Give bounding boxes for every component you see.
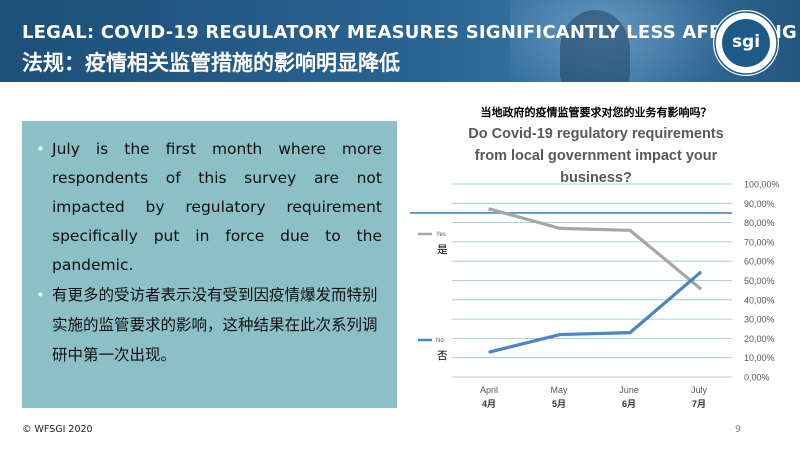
header-photo-figure [560,10,630,82]
y-tick-label: 60,00% [744,257,775,267]
chart-legend: Yes 是 No 否 [418,232,448,362]
x-tick-label-chinese: 7月 [692,399,706,409]
summary-panel: • July is the first month where more res… [22,121,397,408]
chart-title: Do Covid-19 regulatory requirements from … [468,126,723,186]
y-tick-label: 40,00% [744,295,775,305]
legend-label-chinese-yes: 是 [437,244,448,256]
regulatory-impact-chart: 当地政府的疫情监管要求对您的业务有影响吗？ Do Covid-19 regula… [410,105,780,409]
logo-badge: sgi [722,19,770,67]
header-photo-highlight [510,0,740,82]
x-tick-label-chinese: 5月 [552,399,566,409]
bullet-chinese: • 有更多的受访者表示没有受到因疫情爆发而特别实施的监管要求的影响，这种结果在此… [36,280,382,370]
y-tick-label: 50,00% [744,276,775,286]
legend-label-yes: Yes [436,232,446,238]
header-banner: LEGAL: COVID-19 REGULATORY MEASURES SIGN… [0,0,800,82]
y-tick-label: 70,00% [744,237,775,247]
data-point-yes [558,226,562,230]
chart-title-line: from local government impact your [475,148,718,164]
summary-bullets: • July is the first month where more res… [36,135,382,370]
data-point-no [698,271,702,275]
y-tick-label: 100,00% [744,180,780,190]
bullet-dot-icon: • [36,140,45,158]
legend-label-chinese-no: 否 [437,350,448,362]
x-tick-label-chinese: 4月 [482,399,496,409]
data-point-no [558,332,562,337]
chart-title-line: business? [560,170,632,186]
chart-title-chinese: 当地政府的疫情监管要求对您的业务有影响吗？ [481,105,712,119]
data-point-no [488,350,492,354]
data-point-no [628,331,632,335]
chart-gridlines [410,183,732,378]
legend-label-no: No [436,338,444,344]
x-tick-label: July [691,385,708,395]
x-tick-label: May [550,385,568,395]
x-tick-label: April [480,385,498,395]
copyright: © WFSGI 2020 [22,424,93,435]
bullet-english: • July is the first month where more res… [36,135,382,280]
chart-title-line: Do Covid-19 regulatory requirements [468,126,723,142]
page-number: 9 [735,424,742,435]
y-tick-label: 90,00% [744,199,775,209]
logo-text: sgi [731,32,761,52]
bullet-english-text: July is the first month where more respo… [52,140,382,274]
logo-ring-icon [714,11,778,75]
y-tick-label: 30,00% [744,315,775,325]
bullet-dot-icon: • [36,286,45,304]
page-title-chinese: 法规：疫情相关监管措施的影响明显降低 [22,51,400,75]
y-tick-label: 0,00% [744,373,770,383]
y-tick-label: 10,00% [744,353,775,363]
x-tick-label: June [619,385,639,395]
page-title-english: LEGAL: COVID-19 REGULATORY MEASURES SIGN… [22,22,797,43]
data-point-yes [628,228,632,232]
bullet-chinese-text: 有更多的受访者表示没有受到因疫情爆发而特别实施的监管要求的影响，这种结果在此次系… [52,286,378,364]
data-point-yes [698,286,702,290]
y-tick-label: 20,00% [744,334,775,344]
chart-x-axis: April 4月 May 5月 June 6月 July 7月 [480,385,708,409]
series-line-no [488,271,702,354]
chart-y-axis: 0,00% 10,00% 20,00% 30,00% 40,00% 50,00% 60,00… [744,180,780,383]
y-tick-label: 80,00% [744,218,775,228]
data-point-yes [488,207,492,211]
chart-series [488,207,702,354]
wfsgi-logo: sgi [713,10,779,76]
x-tick-label-chinese: 6月 [622,399,636,409]
series-line-yes [488,207,702,290]
